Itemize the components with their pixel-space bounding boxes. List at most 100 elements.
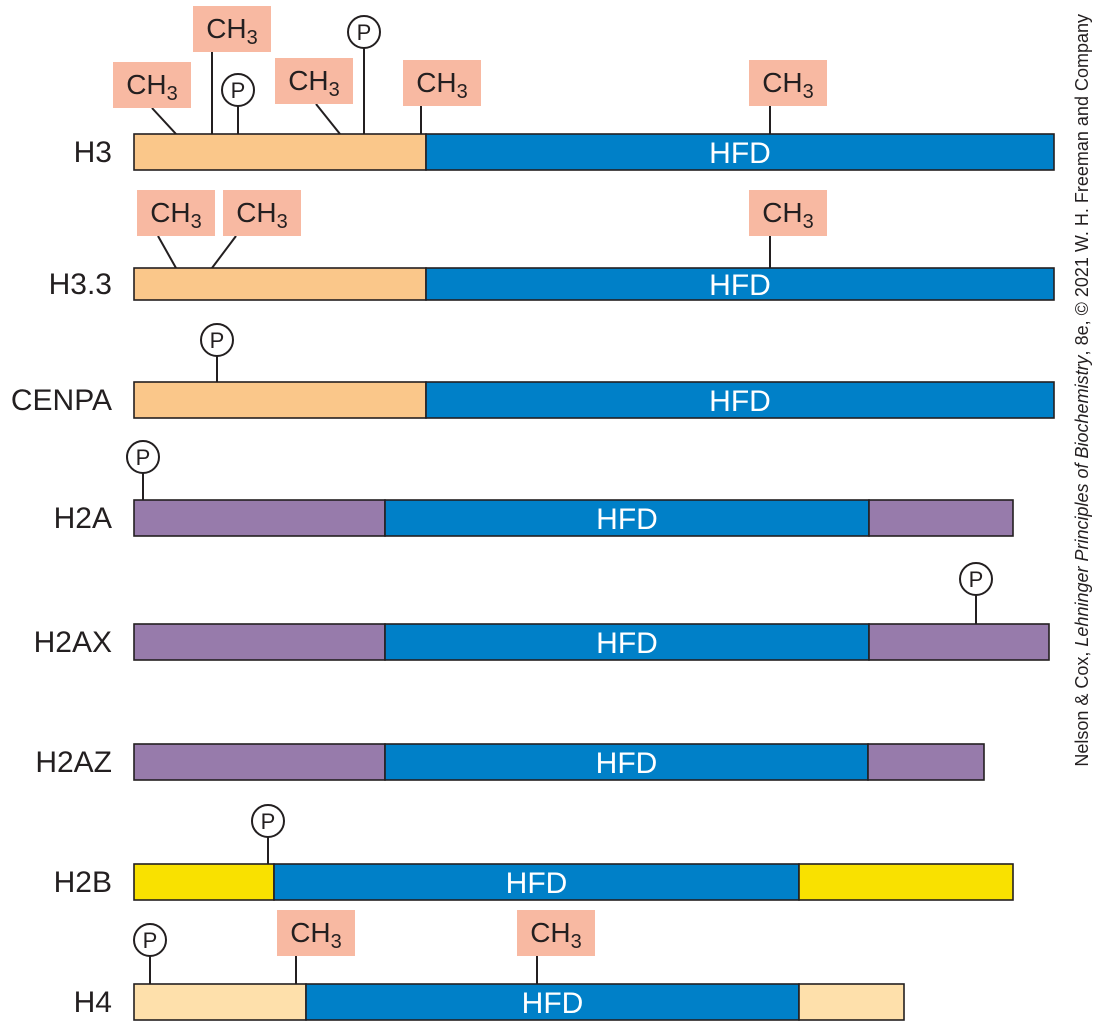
tail-segment — [133, 863, 275, 901]
hfd-domain — [425, 381, 1055, 419]
hfd-label: HFD — [709, 137, 771, 170]
phosphate-label: P — [969, 567, 984, 592]
tail-segment — [133, 133, 427, 171]
methyl-main: CH — [288, 65, 328, 96]
hfd-domain — [425, 267, 1055, 301]
credit-part1: Nelson & Cox, — [1072, 647, 1092, 767]
methyl-main: CH — [416, 67, 456, 98]
methyl-main: CH — [206, 13, 246, 44]
phosphate-circle — [221, 73, 255, 107]
phosphate-label: P — [261, 809, 276, 834]
methyl-sub: 3 — [331, 931, 342, 953]
methyl-box — [113, 62, 191, 108]
phosphate-circle — [959, 562, 993, 596]
methyl-sub: 3 — [571, 931, 582, 953]
phosphate-label: P — [210, 328, 225, 353]
methyl-connector — [157, 235, 177, 269]
methyl-label: CH3 — [206, 13, 258, 49]
phosphate-circle — [126, 440, 160, 474]
methyl-main: CH — [236, 197, 276, 228]
histone-name: H3.3 — [49, 268, 112, 301]
methyl-label: CH3 — [126, 69, 178, 105]
histone-name: CENPA — [11, 384, 112, 417]
histone-row-h2a: H2A P HFD — [54, 440, 1014, 537]
phosphate-circle — [347, 15, 381, 49]
histone-name: H2A — [54, 502, 112, 535]
hfd-label: HFD — [709, 385, 771, 418]
methyl-connector — [211, 235, 237, 269]
methyl-sub: 3 — [457, 81, 468, 103]
histone-name: H2AZ — [35, 746, 112, 779]
methyl-box — [749, 60, 827, 106]
histone-name: H2B — [54, 866, 112, 899]
phosphate-circle — [133, 923, 167, 957]
phosphate-circle — [200, 323, 234, 357]
methyl-connector — [151, 107, 177, 135]
methyl-label: CH3 — [288, 65, 340, 101]
methyl-box — [517, 910, 595, 956]
hfd-label: HFD — [506, 867, 568, 900]
methyl-sub: 3 — [803, 211, 814, 233]
methyl-label: CH3 — [762, 197, 814, 233]
hfd-domain — [425, 133, 1055, 171]
methyl-label: CH3 — [530, 917, 582, 953]
methyl-sub: 3 — [247, 27, 258, 49]
hfd-label: HFD — [596, 747, 658, 780]
methyl-box — [749, 190, 827, 236]
tail-segment — [133, 499, 386, 537]
methyl-box — [193, 6, 271, 52]
credit-part2: , 8e, © 2021 W. H. Freeman and Company — [1072, 14, 1092, 355]
methyl-label: CH3 — [762, 67, 814, 103]
methyl-main: CH — [762, 197, 802, 228]
histone-row-h2b: H2B P HFD — [54, 804, 1014, 901]
methyl-main: CH — [530, 917, 570, 948]
methyl-label: CH3 — [290, 917, 342, 953]
phosphate-label: P — [231, 78, 246, 103]
methyl-label: CH3 — [236, 197, 288, 233]
methyl-main: CH — [150, 197, 190, 228]
methyl-sub: 3 — [803, 81, 814, 103]
phosphate-label: P — [357, 20, 372, 45]
methyl-sub: 3 — [329, 79, 340, 101]
hfd-domain — [384, 743, 869, 781]
methyl-connector — [315, 103, 341, 135]
histone-row-h2ax: H2AX P HFD — [34, 562, 1050, 661]
methyl-sub: 3 — [167, 83, 178, 105]
tail-segment — [868, 623, 1050, 661]
methyl-label: CH3 — [416, 67, 468, 103]
histone-row-h2az: H2AZ HFD — [35, 743, 985, 781]
methyl-sub: 3 — [277, 211, 288, 233]
hfd-domain — [273, 863, 800, 901]
methyl-box — [223, 190, 301, 236]
hfd-label: HFD — [522, 987, 584, 1020]
histone-name: H3 — [74, 136, 112, 169]
tail-segment — [133, 983, 307, 1021]
tail-segment — [133, 381, 427, 419]
hfd-domain — [305, 983, 800, 1021]
tail-segment — [868, 499, 1014, 537]
histone-name: H2AX — [34, 626, 112, 659]
hfd-label: HFD — [596, 627, 658, 660]
methyl-box — [403, 60, 481, 106]
tail-segment — [133, 267, 427, 301]
tail-segment — [133, 743, 386, 781]
phosphate-label: P — [143, 928, 158, 953]
methyl-box — [137, 190, 215, 236]
hfd-label: HFD — [596, 503, 658, 536]
phosphate-label: P — [136, 445, 151, 470]
methyl-main: CH — [290, 917, 330, 948]
methyl-box — [275, 58, 353, 104]
methyl-label: CH3 — [150, 197, 202, 233]
tail-segment — [798, 863, 1014, 901]
hfd-domain — [384, 499, 870, 537]
methyl-box — [277, 910, 355, 956]
credit-line: Nelson & Cox, Lehninger Principles of Bi… — [1072, 14, 1092, 767]
methyl-main: CH — [126, 69, 166, 100]
hfd-label: HFD — [709, 269, 771, 302]
histone-name: H4 — [74, 986, 112, 1019]
